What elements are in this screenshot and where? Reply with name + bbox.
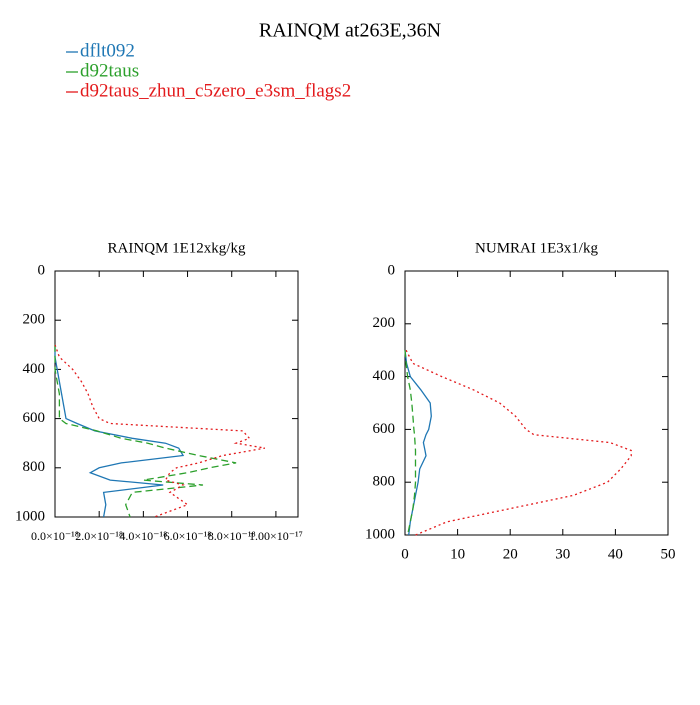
plot-frame [404, 270, 669, 536]
series-line [404, 350, 432, 536]
legend-label: dflt092 [80, 40, 135, 61]
y-tick-label: 200 [373, 315, 396, 331]
x-tick-label: 20 [503, 546, 518, 562]
x-tick-label: 4.0×10⁻¹⁸ [119, 529, 167, 543]
x-tick-label: 0.0×10⁻¹⁸ [31, 529, 79, 543]
y-tick-label: 1000 [365, 526, 395, 542]
x-tick-label: 30 [555, 546, 570, 562]
y-tick-label: 400 [23, 361, 46, 377]
series-line [54, 344, 185, 518]
x-tick-label: 50 [661, 546, 676, 562]
legend-label: d92taus [80, 60, 139, 81]
x-tick-label: 6.0×10⁻¹⁸ [164, 529, 212, 543]
x-tick-label: 10 [450, 546, 465, 562]
y-tick-label: 600 [373, 421, 396, 437]
plot-frame [54, 270, 299, 518]
x-tick-label: 40 [608, 546, 623, 562]
series-line [404, 350, 417, 536]
y-tick-label: 0 [38, 262, 46, 278]
x-tick-label: 0 [401, 546, 409, 562]
x-tick-label: 1.00×10⁻¹⁷ [249, 529, 303, 543]
y-tick-label: 600 [23, 410, 46, 426]
y-tick-label: 400 [373, 368, 396, 384]
series-line [405, 349, 632, 536]
x-tick-label: 8.0×10⁻¹⁸ [208, 529, 256, 543]
panel-title: RAINQM 1E12xkg/kg [108, 240, 246, 256]
x-tick-label: 2.0×10⁻¹⁸ [75, 529, 123, 543]
y-tick-label: 800 [23, 459, 46, 475]
y-tick-label: 0 [388, 262, 396, 278]
y-tick-label: 1000 [15, 508, 45, 524]
y-tick-label: 800 [373, 474, 396, 490]
y-tick-label: 200 [23, 312, 46, 328]
panel-title: NUMRAI 1E3x1/kg [475, 240, 598, 256]
series-line [54, 344, 266, 518]
series-line [54, 344, 237, 518]
figure-title: RAINQM at263E,36N [259, 20, 441, 42]
legend-label: d92taus_zhun_c5zero_e3sm_flags2 [80, 80, 351, 101]
